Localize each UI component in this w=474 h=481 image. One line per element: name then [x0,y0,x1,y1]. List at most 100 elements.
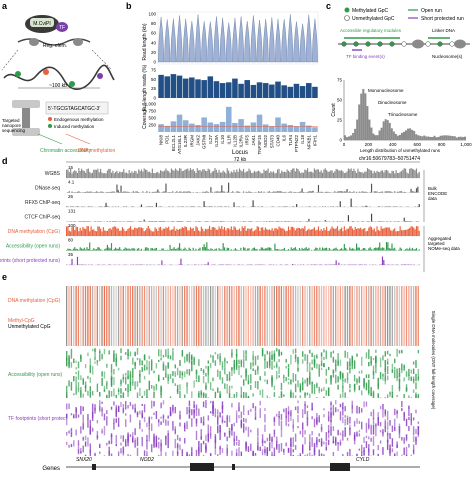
heatmap-segment [106,443,107,446]
heatmap-segment [83,407,84,411]
heatmap-segment [326,390,327,395]
track-bar [111,192,112,193]
track-bar [210,230,211,236]
heatmap-segment [319,390,320,394]
track-bar [289,192,290,193]
track-bar [268,247,269,250]
track-bar [179,192,180,193]
track-bar [217,230,218,236]
group-bulk: Bulk ENCODE data [428,186,449,201]
heatmap-segment [316,356,317,359]
track-bar [319,231,320,236]
heatmap-segment [184,423,185,432]
track-scale-value: 26 [68,194,74,199]
track-bar [376,192,377,193]
track-bar [383,260,384,265]
track-bar [250,229,251,236]
track-bar [287,250,288,251]
track-bar [269,191,270,192]
heatmap-segment [78,415,79,418]
heatmap-segment [142,367,143,372]
track-bar [398,192,399,193]
heatmap-segment [288,382,289,385]
heatmap-segment [297,380,298,387]
full-length-bar [208,76,214,98]
track-bar [218,192,219,193]
full-length-bar [269,85,275,98]
heatmap-segment [373,439,374,446]
heatmap-segment [245,355,246,361]
heatmap-segment [370,393,371,396]
heatmap-column [68,286,69,346]
heatmap-segment [229,372,230,380]
heatmap-segment [71,362,72,368]
track-bar [289,230,290,236]
track-bar [255,249,256,251]
heatmap-column [264,286,265,346]
heatmap-segment [359,377,360,382]
track-bar [257,249,258,250]
track-bar [118,228,119,236]
label-nucleosomes: Nucleosome(s) [432,54,463,59]
track-bar [187,192,188,193]
track-bar [406,173,407,178]
read-length-violin [171,19,177,62]
track-bar [163,171,164,178]
heatmap-segment [229,386,230,394]
track-bar [224,172,225,178]
heatmap-column [231,286,232,346]
track-bar [282,249,283,250]
heatmap-segment [264,441,265,443]
track-label: Accessibility (open runs) [6,244,61,250]
heatmap-segment [222,448,223,453]
heatmap-column [241,286,242,346]
track-bar [126,173,127,178]
heatmap-segment [385,351,386,356]
heatmap-segment [191,361,192,369]
read-length-violin [164,19,170,62]
read-length-violin [244,21,250,62]
track-bar [419,249,420,250]
legend-short-run: Short protected run [421,16,464,22]
heatmap-segment [264,371,265,376]
track-bar [276,173,277,178]
track-bar [134,171,135,178]
track-bar [394,173,395,178]
track-bar [86,247,87,250]
heatmap-segment [257,367,258,375]
coverage-bar [263,124,269,132]
coverage-bar [269,126,275,132]
heatmap-segment [267,395,268,398]
heatmap-segment [217,454,218,456]
heatmap-segment [380,430,381,432]
heatmap-column [373,286,374,346]
heatmap-segment [172,405,173,411]
heatmap-segment [191,447,192,451]
track-bar [300,173,301,178]
heatmap-segment [90,430,91,435]
heatmap-segment [392,395,393,398]
track-bar [86,226,87,236]
track-bar [81,231,82,236]
heatmap-column [92,286,93,346]
track-bar [262,248,263,251]
track-bar [66,250,67,251]
track-bar [400,226,401,236]
heatmap-segment [224,357,225,361]
gpc-site [342,42,347,47]
heatmap-segment [413,361,414,364]
gpc-site [378,42,383,47]
heatmap-segment [304,430,305,434]
track-bar [225,230,226,236]
heatmap-segment [307,355,308,364]
track-bar [299,248,300,250]
heatmap-segment [104,386,105,392]
read-length-violin [269,17,275,62]
heatmap-segment [406,447,407,456]
track-bar [329,248,330,251]
heatmap-segment [116,435,117,443]
track-bar [325,248,326,251]
heatmap-segment [191,391,192,398]
heatmap-segment [118,368,119,371]
track-bar [157,189,158,192]
